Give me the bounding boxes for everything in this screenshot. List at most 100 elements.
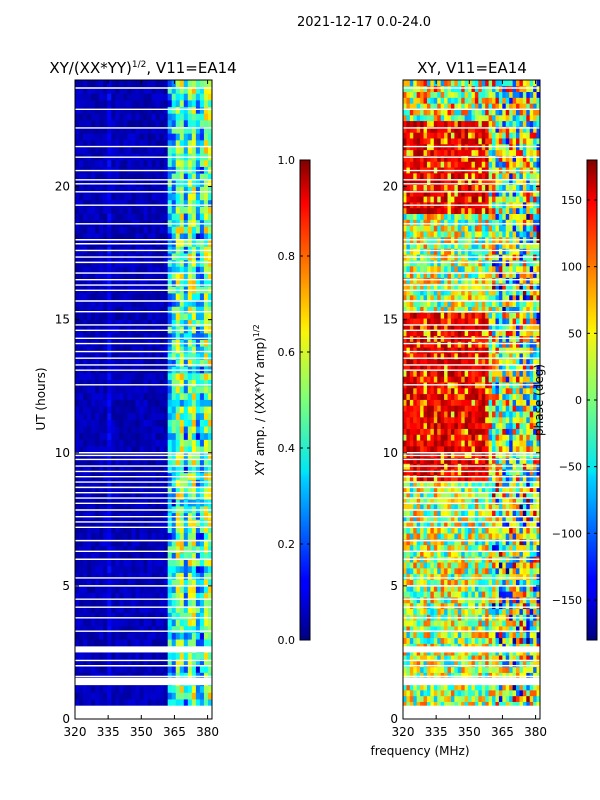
- left-heat-cell: [175, 579, 181, 587]
- left-heat-cell: [123, 386, 128, 394]
- left-heat-cell: [103, 612, 108, 620]
- left-heat-cell: [163, 592, 169, 600]
- right-heat-cell: [447, 486, 452, 493]
- left-heat-cell: [183, 186, 189, 194]
- left-heat-cell: [131, 173, 136, 181]
- left-heat-cell: [131, 452, 136, 460]
- right-heat-cell: [516, 666, 520, 673]
- right-heat-cell: [433, 538, 438, 546]
- right-heat-cell: [440, 521, 445, 528]
- left-heat-cell: [147, 592, 152, 600]
- left-heat-cell: [107, 213, 112, 221]
- left-heat-cell: [107, 266, 112, 274]
- left-heat-cell: [95, 585, 100, 593]
- left-heat-cell: [103, 86, 108, 94]
- right-heat-cell: [468, 655, 472, 662]
- right-heat-cell: [457, 567, 462, 575]
- left-heat-cell: [151, 406, 156, 414]
- left-heat-cell: [95, 193, 100, 201]
- left-heat-cell: [131, 605, 136, 613]
- left-heat-cell: [155, 412, 161, 420]
- right-heat-cell: [406, 701, 411, 708]
- right-heat-cell: [474, 567, 479, 575]
- left-heat-cell: [79, 139, 84, 147]
- left-heat-cell: [111, 452, 116, 460]
- left-heat-cell: [115, 559, 120, 567]
- right-heat-cell: [413, 608, 418, 615]
- left-heat-cell: [91, 659, 96, 667]
- left-heat-cell: [103, 426, 108, 434]
- left-heat-cell: [195, 113, 201, 121]
- left-heat-cell: [99, 293, 104, 301]
- left-heat-cell: [119, 665, 124, 673]
- right-heat-cell: [474, 602, 479, 610]
- left-heat-cell: [207, 193, 213, 201]
- right-heat-cell: [406, 527, 411, 534]
- right-heat-cell: [426, 701, 431, 708]
- left-heat-cell: [99, 392, 104, 400]
- right-heat-cell: [495, 666, 500, 673]
- right-heat-cell: [495, 631, 500, 639]
- left-heat-cell: [127, 639, 132, 647]
- right-heat-cell: [457, 533, 462, 540]
- left-heat-cell: [127, 685, 132, 693]
- right-heat-cell: [533, 608, 537, 615]
- right-heat-cell: [444, 504, 448, 511]
- left-heat-cell: [87, 545, 92, 553]
- right-heat-cell: [498, 666, 503, 673]
- left-heat-cell: [167, 625, 173, 633]
- left-heat-cell: [151, 113, 156, 121]
- right-heat-cell: [471, 527, 476, 534]
- right-heat-cell: [536, 602, 541, 610]
- right-heat-cell: [492, 486, 496, 493]
- left-heat-cell: [195, 599, 201, 607]
- left-heat-cell: [183, 412, 189, 420]
- left-heat-cell: [119, 346, 124, 354]
- left-heat-cell: [183, 519, 189, 527]
- right-heat-cell: [457, 579, 462, 586]
- right-heat-cell: [447, 695, 452, 702]
- left-heat-cell: [163, 119, 169, 127]
- left-heat-cell: [99, 126, 104, 134]
- left-heat-cell: [175, 519, 181, 527]
- left-heat-cell: [155, 592, 161, 600]
- right-heat-cell: [474, 509, 479, 517]
- left-heat-cell: [119, 279, 124, 287]
- right-heat-cell: [444, 527, 448, 534]
- right-heat-cell: [426, 695, 431, 702]
- left-heat-cell: [167, 426, 173, 434]
- left-heat-cell: [127, 539, 132, 547]
- left-heat-cell: [127, 126, 132, 134]
- left-heat-cell: [203, 439, 209, 447]
- left-heat-cell: [123, 332, 128, 340]
- left-heat-cell: [123, 266, 128, 274]
- right-heat-cell: [409, 684, 414, 691]
- left-heat-cell: [151, 306, 156, 314]
- left-heat-cell: [83, 565, 88, 573]
- left-heat-cell: [171, 352, 177, 360]
- right-heat-cell: [461, 538, 466, 546]
- right-heat-cell: [454, 504, 459, 511]
- right-heat-cell: [454, 573, 459, 580]
- left-heat-cell: [159, 399, 165, 407]
- right-heat-cell: [471, 544, 476, 551]
- right-heat-cell: [498, 684, 503, 691]
- left-heat-cell: [91, 426, 96, 434]
- right-heat-cell: [454, 515, 459, 522]
- right-heat-cell: [495, 527, 500, 534]
- left-heat-cell: [95, 519, 100, 527]
- left-heat-cell: [75, 519, 80, 527]
- left-heat-cell: [111, 80, 116, 88]
- left-heat-cell: [139, 332, 144, 340]
- left-heat-cell: [123, 412, 128, 420]
- left-heat-cell: [207, 359, 213, 367]
- left-heat-cell: [155, 605, 161, 613]
- right-heat-cell: [485, 660, 490, 668]
- right-heat-cell: [529, 486, 534, 493]
- right-heat-cell: [505, 544, 510, 551]
- left-heat-cell: [151, 312, 156, 321]
- right-heat-cell: [512, 684, 517, 691]
- right-heat-cell: [485, 579, 490, 586]
- left-heat-cell: [179, 346, 185, 354]
- left-heat-cell: [163, 86, 169, 94]
